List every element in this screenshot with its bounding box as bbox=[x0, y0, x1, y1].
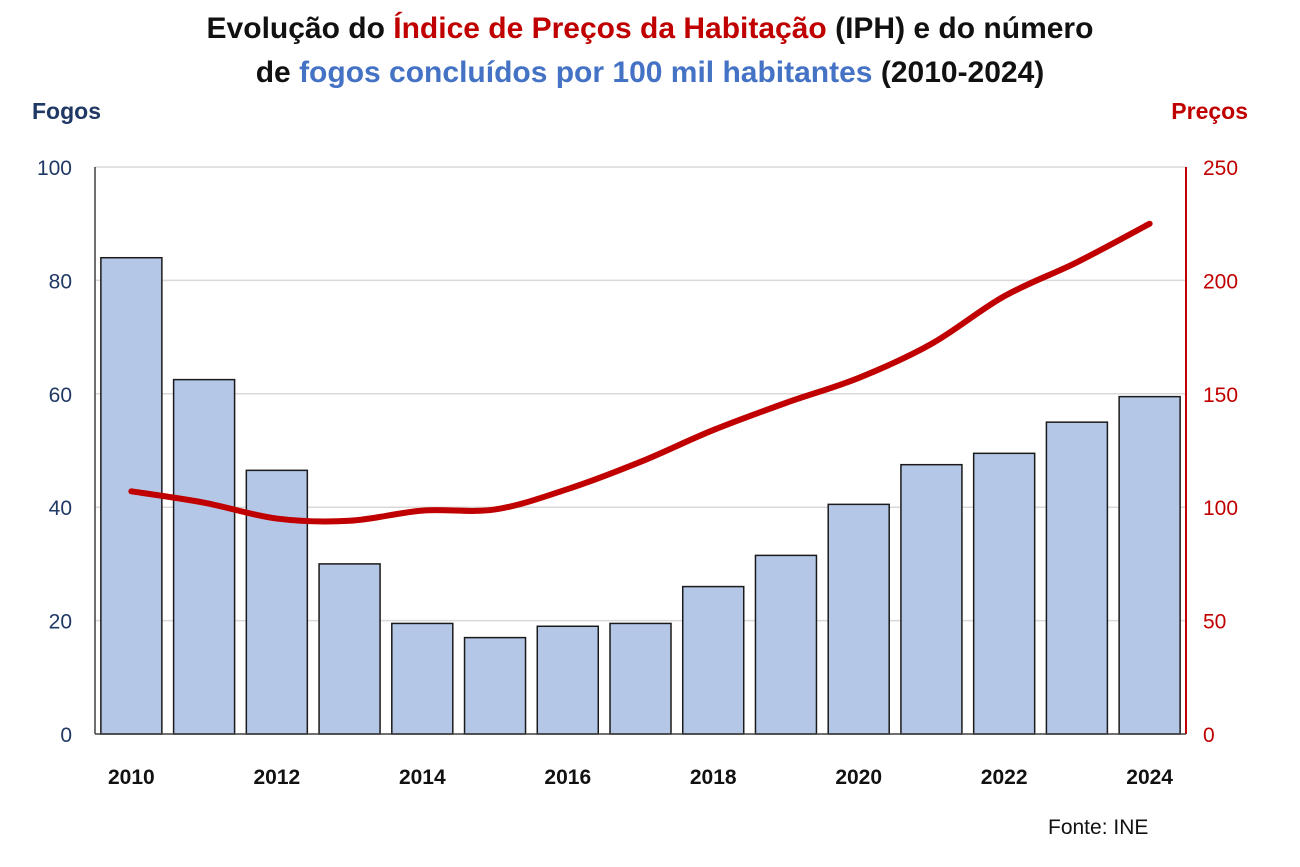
bar-fogos-2012 bbox=[245, 469, 309, 735]
bar-fogos-2013 bbox=[318, 563, 381, 735]
x-axis-tick-label: 2012 bbox=[253, 766, 300, 789]
left-axis-tick-label: 40 bbox=[49, 497, 72, 520]
left-axis-title: Fogos bbox=[32, 98, 101, 124]
bar-fogos-2011 bbox=[172, 378, 236, 735]
bar-fogos-2019 bbox=[754, 554, 818, 735]
x-axis-tick-label: 2014 bbox=[399, 766, 446, 789]
bar-fogos-2021 bbox=[900, 463, 963, 735]
right-axis-title: Preços bbox=[1171, 98, 1248, 124]
bar-fogos-2017 bbox=[609, 622, 672, 735]
right-axis-tick-label: 150 bbox=[1203, 384, 1238, 407]
title-text: Evolução do bbox=[206, 12, 394, 45]
right-axis-tick-label: 250 bbox=[1203, 157, 1238, 180]
right-axis-tick-label: 200 bbox=[1203, 270, 1238, 293]
x-axis-tick-label: 2020 bbox=[835, 766, 882, 789]
right-axis-tick-label: 50 bbox=[1203, 611, 1226, 634]
x-axis-tick-label: 2018 bbox=[690, 766, 737, 789]
bar-fogos-2014 bbox=[391, 622, 454, 735]
left-axis-tick-label: 60 bbox=[49, 384, 72, 407]
title-highlight-price-index: Índice de Preços da Habitação bbox=[393, 12, 827, 45]
title-highlight-dwellings: fogos concluídos por 100 mil habitantes bbox=[299, 56, 873, 89]
chart-title-line-2: de fogos concluídos por 100 mil habitant… bbox=[0, 56, 1300, 90]
bar-fogos-2023 bbox=[1045, 421, 1109, 735]
price-index-line bbox=[128, 220, 1153, 525]
title-text: de bbox=[255, 56, 300, 89]
x-axis-tick-label: 2022 bbox=[981, 766, 1028, 789]
left-axis-tick-label: 20 bbox=[49, 611, 72, 634]
left-axis-tick-label: 100 bbox=[37, 157, 72, 180]
left-axis-tick-label: 80 bbox=[49, 270, 72, 293]
bar-fogos-2022 bbox=[972, 452, 1036, 735]
bar-fogos-2018 bbox=[681, 585, 745, 735]
x-axis-tick-label: 2016 bbox=[544, 766, 591, 789]
x-axis-tick-label: 2010 bbox=[108, 766, 155, 789]
source-note: Fonte: INE bbox=[1048, 816, 1149, 839]
chart-title-line-1: Evolução do Índice de Preços da Habitaçã… bbox=[0, 12, 1300, 46]
bar-fogos-2020 bbox=[827, 503, 890, 735]
title-text: (2010-2024) bbox=[872, 56, 1045, 89]
bar-fogos-2016 bbox=[536, 625, 600, 735]
x-axis-tick-label: 2024 bbox=[1126, 766, 1173, 789]
left-axis-tick-label: 0 bbox=[60, 724, 72, 747]
right-axis-tick-label: 100 bbox=[1203, 497, 1238, 520]
bar-fogos-2015 bbox=[463, 636, 527, 735]
bar-fogos-2024 bbox=[1118, 395, 1181, 735]
title-text: (IPH) e do número bbox=[826, 12, 1094, 45]
right-axis-tick-label: 0 bbox=[1203, 724, 1215, 747]
